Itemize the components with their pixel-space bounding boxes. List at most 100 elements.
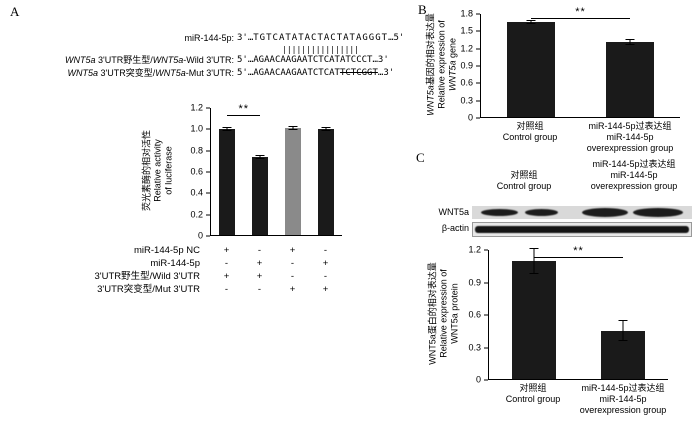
y-axis-label-line: Relative activity (152, 139, 163, 202)
y-tick-label: 1.8 (460, 8, 473, 19)
mirna-row: miR-144-5p: 3'…TGTCATATACTACTATAGGGT…5' (35, 32, 407, 45)
wild-utr-row: WNT5a 3'UTR野生型/WNT5a-Wild 3'UTR: 5'…AGAA… (35, 54, 407, 67)
wnt5a-gene-expression-chart: WNT5a基因的相对表达量 Relative expression of WNT5a… (420, 6, 700, 178)
x-axis-labels: 对照组 Control group miR-144-5p过表达组 miR-144-5p… (488, 383, 668, 416)
condition-row: 3'UTR野生型/Wild 3'UTR + + - - (56, 270, 342, 283)
condition-value: + (289, 245, 296, 256)
y-tick-label: 0.8 (190, 145, 203, 156)
mut-utr-row: WNT5a 3'UTR突变型/WNT5a-Mut 3'UTR: 5'…AGAAC… (35, 67, 407, 80)
luciferase-activity-chart: 荧光素酶的相对活性 Relative activity of luciferase … (120, 100, 360, 240)
y-tick-label: 0.9 (460, 60, 473, 71)
y-tick-label: 1.2 (460, 43, 473, 54)
base-pairing-row: |||||||||||||||| (35, 45, 407, 54)
condition-row: 3'UTR突变型/Mut 3'UTR - - + + (56, 283, 342, 296)
y-tick-mark (476, 117, 480, 119)
y-tick-mark (476, 100, 480, 102)
y-tick-label: 1.2 (468, 244, 481, 255)
plot-area: ** (488, 244, 669, 380)
bar (219, 129, 236, 235)
y-tick-mark (484, 314, 488, 316)
y-tick-mark (206, 171, 210, 173)
y-tick-label: 0 (197, 230, 203, 241)
x-axis-label: 对照组 Control group (502, 121, 558, 142)
mut-utr-sequence: 5'…AGAACAAGAATCTCATTCTCGGT…3' (237, 68, 395, 78)
blot-group-label-overexpression: miR-144-5p过表达组 miR-144-5p overexpression g… (570, 159, 698, 192)
label-line: miR-144-5p (610, 170, 658, 180)
significance-line (533, 256, 624, 258)
plot-area: ** (480, 6, 681, 118)
condition-value: - (224, 284, 229, 295)
sequence-alignment: miR-144-5p: 3'…TGTCATATACTACTATAGGGT…5' … (35, 32, 407, 80)
significance-stars: ** (575, 5, 586, 18)
x-axis-label: miR-144-5p过表达组 miR-144-5p overexpression g… (586, 121, 674, 153)
error-bar (618, 319, 628, 342)
y-tick-label: 0.3 (460, 95, 473, 106)
condition-label: 3'UTR突变型/Mut 3'UTR (97, 284, 200, 295)
y-tick-mark (484, 347, 488, 348)
plot-area: ** (210, 104, 342, 236)
error-bar (625, 39, 635, 45)
x-axis-label: miR-144-5p过表达组 miR-144-5p overexpression g… (579, 383, 667, 415)
condition-value: - (323, 271, 328, 282)
wnt5a-protein-expression-chart: WNT5a蛋白的相对表达量 Relative expression of WNT5a… (420, 240, 700, 432)
y-axis-label: 荧光素酶的相对活性 Relative activity of luciferase (142, 106, 175, 236)
condition-label: miR-144-5p (150, 258, 200, 269)
protein-band (480, 209, 519, 216)
error-bar (222, 127, 232, 132)
condition-value: + (289, 284, 296, 295)
condition-value: - (257, 284, 262, 295)
bar (284, 128, 301, 235)
x-axis-label: 对照组 Control group (505, 383, 561, 404)
significance-stars: ** (573, 244, 584, 257)
protein-band (582, 208, 629, 217)
error-bar (288, 126, 298, 131)
error-bar (526, 19, 536, 25)
y-tick-label: 1.0 (190, 123, 203, 134)
y-tick-mark (206, 192, 210, 194)
y-tick-label: 0.2 (190, 209, 203, 220)
y-axis: 0 0.2 0.4 0.6 0.8 1.0 1.2 (178, 103, 210, 240)
blot-group-label-control: 对照组 Control group (472, 170, 576, 192)
y-tick-label: 0.6 (190, 166, 203, 177)
condition-value: - (290, 258, 295, 269)
y-tick-label: 0.6 (460, 77, 473, 88)
label-line: miR-144-5p过表达组 (592, 159, 676, 169)
wild-utr-label: WNT5a 3'UTR野生型/WNT5a-Wild 3'UTR: (65, 55, 234, 65)
y-tick-mark (476, 13, 480, 15)
y-tick-label: 0 (475, 374, 481, 385)
spacer (35, 45, 237, 54)
y-tick-mark (484, 282, 488, 283)
y-tick-label: 1.2 (190, 102, 203, 113)
error-bar (321, 127, 331, 132)
condition-value: + (256, 271, 263, 282)
y-tick-mark (206, 214, 210, 216)
y-axis: 0 0.3 0.6 0.9 1.2 (454, 245, 488, 384)
bar-slot (579, 250, 669, 379)
y-tick-mark (206, 128, 210, 130)
y-tick-label: 0.6 (468, 309, 481, 320)
bar (317, 129, 334, 235)
condition-label: miR-144-5p NC (134, 245, 200, 256)
protein-band (475, 226, 689, 233)
western-blot: 对照组 Control group miR-144-5p过表达组 miR-144-5… (420, 156, 700, 240)
condition-value: - (224, 258, 229, 269)
y-axis-label-line: WNT5a基因的相对表达量 (425, 13, 436, 116)
y-tick-mark (206, 150, 210, 152)
y-tick-mark (476, 65, 480, 67)
bar-slot (581, 14, 681, 117)
condition-matrix: miR-144-5p NC + - + - miR-144-5p - + - +3'UTR野生型/… (56, 244, 342, 296)
bar-slot (244, 108, 277, 235)
error-bar (529, 247, 539, 274)
bar (511, 260, 556, 379)
y-tick-mark (206, 107, 210, 109)
panel-a-label: A (10, 4, 20, 19)
protein-band (632, 208, 684, 217)
bar-slot (309, 108, 342, 235)
mut-utr-label: WNT5a 3'UTR突变型/WNT5a-Mut 3'UTR: (67, 68, 235, 78)
x-axis-labels: 对照组 Control group miR-144-5p过表达组 miR-144-5p… (480, 121, 680, 154)
base-pairing-lines: |||||||||||||||| (282, 45, 360, 54)
wnt5a-blot-label: WNT5a (438, 207, 469, 217)
protein-band (524, 209, 558, 216)
condition-value: - (323, 245, 328, 256)
